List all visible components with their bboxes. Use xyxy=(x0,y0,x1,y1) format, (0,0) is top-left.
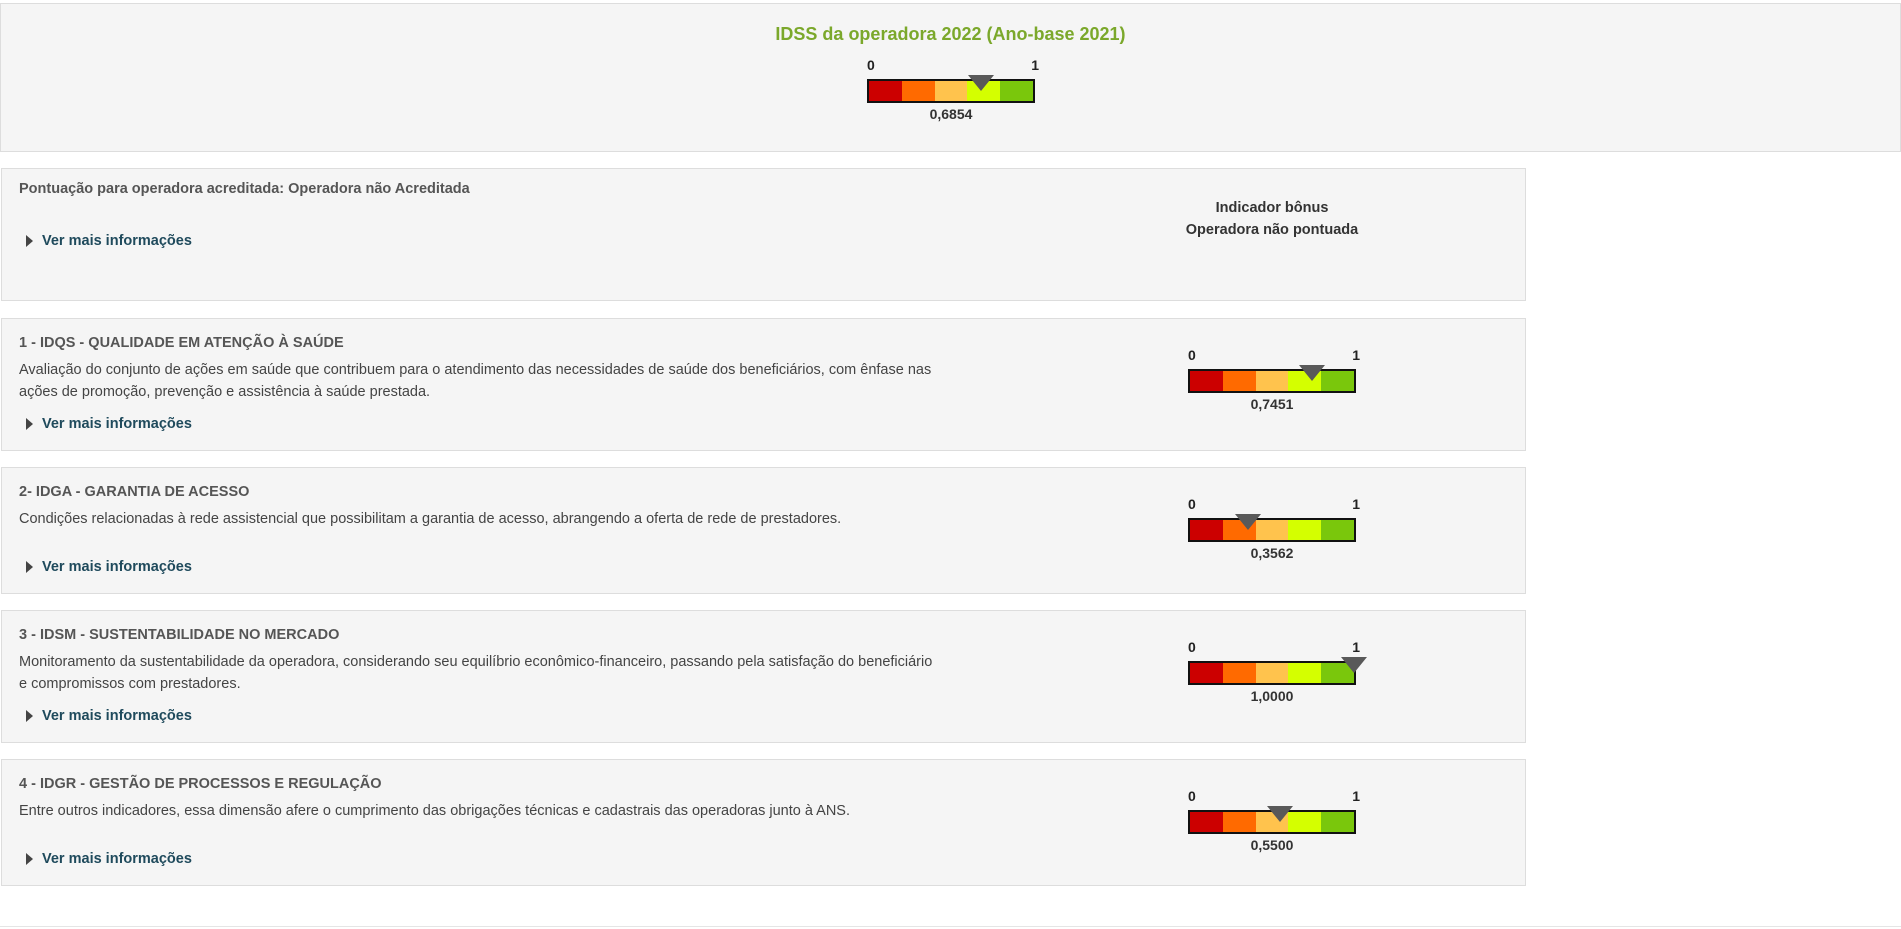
gauge-value: 0,6854 xyxy=(929,106,973,122)
dimension-title: 2- IDGA - GARANTIA DE ACESSO xyxy=(19,484,250,500)
gauge-segment xyxy=(1000,81,1033,101)
more-info-label: Ver mais informações xyxy=(42,416,192,432)
idss-title: IDSS da operadora 2022 (Ano-base 2021) xyxy=(775,24,1126,44)
caret-right-icon xyxy=(26,710,33,722)
dimension-title: 3 - IDSM - SUSTENTABILIDADE NO MERCADO xyxy=(19,627,340,643)
dimension-description: Condições relacionadas à rede assistenci… xyxy=(19,508,1004,530)
gauge-segment xyxy=(1288,663,1322,683)
gauge-min-label: 0 xyxy=(1188,496,1196,512)
dimension-gauge: 0 1 0,3562 xyxy=(1188,496,1360,561)
gauge-color-bar xyxy=(1188,518,1356,542)
gauge-color-bar xyxy=(1188,369,1356,393)
gauge-max-label: 1 xyxy=(1352,639,1360,655)
more-info-label: Ver mais informações xyxy=(42,559,192,575)
gauge-segment xyxy=(1255,371,1289,391)
dimension-card-idsm: 3 - IDSM - SUSTENTABILIDADE NO MERCADO M… xyxy=(1,610,1526,743)
accreditation-label: Pontuação para operadora acreditada: Ope… xyxy=(19,181,470,197)
gauge-marker-icon xyxy=(968,75,995,91)
dimension-gauge: 0 1 0,5500 xyxy=(1188,788,1360,853)
dimension-title: 1 - IDQS - QUALIDADE EM ATENÇÃO À SAÚDE xyxy=(19,335,344,351)
accreditation-more-info-link[interactable]: Ver mais informações xyxy=(26,233,192,249)
gauge-segment xyxy=(1222,371,1256,391)
gauge-marker-icon xyxy=(1299,365,1326,381)
description-line: Avaliação do conjunto de ações em saúde … xyxy=(19,362,932,378)
dimension-more-info-link[interactable]: Ver mais informações xyxy=(26,416,192,432)
gauge-min-label: 0 xyxy=(1188,788,1196,804)
gauge-value: 0,5500 xyxy=(1250,837,1294,853)
description-line: Condições relacionadas à rede assistenci… xyxy=(19,511,842,527)
description-line: ações de promoção, prevenção e assistênc… xyxy=(19,384,431,400)
gauge-segment xyxy=(1222,812,1256,832)
gauge-segment xyxy=(1190,520,1223,540)
caret-right-icon xyxy=(26,561,33,573)
bonus-title: Indicador bônus xyxy=(1215,200,1329,216)
dimension-gauge: 0 1 0,7451 xyxy=(1188,347,1360,412)
more-info-label: Ver mais informações xyxy=(42,708,192,724)
gauge-segment xyxy=(1222,663,1256,683)
more-info-label: Ver mais informações xyxy=(42,851,192,867)
dimension-card-idgr: 4 - IDGR - GESTÃO DE PROCESSOS E REGULAÇ… xyxy=(1,759,1526,886)
dimension-card-idga: 2- IDGA - GARANTIA DE ACESSO Condições r… xyxy=(1,467,1526,594)
dimension-card-idqs: 1 - IDQS - QUALIDADE EM ATENÇÃO À SAÚDE … xyxy=(1,318,1526,451)
gauge-segment xyxy=(1321,812,1354,832)
description-line: Monitoramento da sustentabilidade da ope… xyxy=(19,654,933,670)
gauge-segment xyxy=(934,81,968,101)
gauge-max-label: 1 xyxy=(1352,496,1360,512)
dimension-more-info-link[interactable]: Ver mais informações xyxy=(26,559,192,575)
page-divider xyxy=(0,926,1901,927)
dimension-description: Entre outros indicadores, essa dimensão … xyxy=(19,800,1004,822)
gauge-min-label: 0 xyxy=(1188,347,1196,363)
gauge-segment xyxy=(1321,520,1354,540)
gauge-value: 0,3562 xyxy=(1250,545,1294,561)
gauge-min-label: 0 xyxy=(867,57,875,73)
caret-right-icon xyxy=(26,418,33,430)
dimension-title: 4 - IDGR - GESTÃO DE PROCESSOS E REGULAÇ… xyxy=(19,776,382,792)
dimension-gauge: 0 1 1,0000 xyxy=(1188,639,1367,704)
gauge-segment xyxy=(1190,812,1223,832)
gauge-segment xyxy=(1288,520,1322,540)
accreditation-card: Pontuação para operadora acreditada: Ope… xyxy=(1,168,1526,301)
gauge-max-label: 1 xyxy=(1352,347,1360,363)
gauge-segment xyxy=(901,81,935,101)
gauge-segment xyxy=(1321,371,1354,391)
gauge-segment xyxy=(1190,663,1223,683)
bonus-indicator: Indicador bônus Operadora não pontuada xyxy=(1152,197,1392,241)
gauge-segment xyxy=(1288,812,1322,832)
dimension-description: Avaliação do conjunto de ações em saúde … xyxy=(19,359,1004,403)
gauge-min-label: 0 xyxy=(1188,639,1196,655)
bonus-value: Operadora não pontuada xyxy=(1185,222,1359,238)
gauge-color-bar xyxy=(867,79,1035,103)
gauge-value: 0,7451 xyxy=(1250,396,1294,412)
gauge-segment xyxy=(1255,520,1289,540)
gauge-segment xyxy=(1255,663,1289,683)
description-line: Entre outros indicadores, essa dimensão … xyxy=(19,803,850,819)
gauge-color-bar xyxy=(1188,661,1356,685)
caret-right-icon xyxy=(26,235,33,247)
dimension-description: Monitoramento da sustentabilidade da ope… xyxy=(19,651,1004,695)
description-line: e compromissos com prestadores. xyxy=(19,676,241,692)
more-info-label: Ver mais informações xyxy=(42,233,192,249)
dimension-more-info-link[interactable]: Ver mais informações xyxy=(26,851,192,867)
gauge-value: 1,0000 xyxy=(1250,688,1294,704)
gauge-max-label: 1 xyxy=(1352,788,1360,804)
idss-gauge: 0 1 0,6854 xyxy=(867,57,1039,122)
gauge-marker-icon xyxy=(1341,657,1367,673)
caret-right-icon xyxy=(26,853,33,865)
gauge-segment xyxy=(869,81,902,101)
gauge-max-label: 1 xyxy=(1031,57,1039,73)
gauge-marker-icon xyxy=(1235,514,1262,530)
dimension-more-info-link[interactable]: Ver mais informações xyxy=(26,708,192,724)
idss-summary-panel: IDSS da operadora 2022 (Ano-base 2021) 0… xyxy=(0,3,1901,152)
gauge-segment xyxy=(1190,371,1223,391)
gauge-marker-icon xyxy=(1267,806,1294,822)
